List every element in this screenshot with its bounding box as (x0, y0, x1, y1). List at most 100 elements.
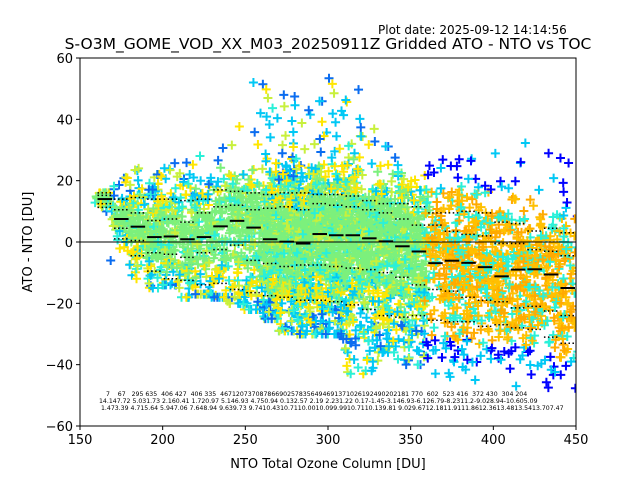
scatter-point (125, 180, 135, 190)
scatter-point (156, 171, 166, 181)
scatter-point (549, 173, 559, 183)
scatter-point (137, 184, 147, 194)
scatter-point (299, 196, 309, 206)
scatter-point (341, 95, 351, 105)
scatter-point (466, 156, 476, 166)
scatter-point (252, 290, 262, 300)
scatter-point (277, 148, 287, 158)
scatter-point (310, 139, 320, 149)
scatter-point (213, 177, 223, 187)
scatter-point (470, 375, 480, 385)
scatter-point (283, 291, 293, 301)
scatter-point (263, 269, 273, 279)
scatter-point (109, 181, 119, 191)
scatter-point (167, 205, 177, 215)
scatter-point (436, 163, 446, 173)
scatter-point (146, 189, 156, 199)
scatter-point (142, 225, 152, 235)
scatter-point (369, 124, 379, 134)
scatter-point (291, 279, 301, 289)
scatter-point (122, 173, 132, 183)
scatter-point (355, 114, 365, 124)
scatter-point (204, 179, 214, 189)
scatter-point (275, 231, 285, 241)
scatter-point (164, 230, 174, 240)
scatter-point (291, 154, 301, 164)
scatter-point (268, 290, 278, 300)
scatter-point (356, 308, 366, 318)
scatter-point (127, 230, 137, 240)
scatter-point (349, 355, 359, 365)
scatter-point (258, 79, 268, 89)
scatter-point (278, 140, 288, 150)
scatter-point (275, 308, 285, 318)
scatter-point (289, 305, 299, 315)
scatter-point (268, 103, 278, 113)
scatter-point (216, 163, 226, 173)
scatter-point (196, 279, 206, 289)
scatter-point (388, 169, 398, 179)
scatter-point (285, 256, 295, 266)
scatter-point (220, 181, 230, 191)
scatter-point (193, 259, 203, 269)
scatter-point (206, 215, 216, 225)
scatter-point (276, 319, 286, 329)
scatter-point (216, 207, 226, 217)
scatter-point (179, 177, 189, 187)
scatter-point (300, 220, 310, 230)
scatter-point (151, 226, 161, 236)
scatter-point (232, 267, 242, 277)
scatter-point (158, 224, 168, 234)
scatter-point (424, 161, 434, 171)
scatter-point (294, 183, 304, 193)
scatter-point (337, 106, 347, 116)
scatter-point (279, 263, 289, 273)
scatter-point (268, 274, 278, 284)
scatter-point (235, 231, 245, 241)
scatter-point (233, 239, 243, 249)
scatter-point (261, 185, 271, 195)
scatter-point (112, 231, 122, 241)
scatter-point (315, 96, 325, 106)
scatter-point (290, 212, 300, 222)
scatter-point (267, 314, 277, 324)
scatter-point (100, 189, 110, 199)
scatter-point (144, 245, 154, 255)
scatter-point (234, 257, 244, 267)
scatter-point (204, 258, 214, 268)
scatter-point (181, 292, 191, 302)
scatter-point (171, 183, 181, 193)
scatter-point (304, 105, 314, 115)
scatter-point (153, 249, 163, 259)
scatter-point (130, 165, 140, 175)
scatter-point (245, 286, 255, 296)
scatter-point (490, 148, 500, 158)
scatter-point (144, 278, 154, 288)
scatter-point (274, 310, 284, 320)
scatter-point (171, 238, 181, 248)
scatter-point (175, 270, 185, 280)
scatter-point (297, 118, 307, 128)
scatter-point (220, 251, 230, 261)
scatter-point (240, 218, 250, 228)
scatter-point (180, 219, 190, 229)
scatter-point (534, 185, 544, 195)
scatter-point (362, 355, 372, 365)
scatter-point (472, 190, 482, 200)
scatter-point (283, 182, 293, 192)
scatter-point (272, 113, 282, 123)
scatter-point (197, 225, 207, 235)
scatter-point (290, 173, 300, 183)
scatter-point (300, 265, 310, 275)
scatter-point (162, 217, 172, 227)
scatter-point (181, 227, 191, 237)
scatter-point (525, 360, 535, 370)
scatter-point (383, 160, 393, 170)
scatter-point (297, 201, 307, 211)
scatter-point (519, 206, 529, 216)
scatter-point (198, 211, 208, 221)
plot-date: Plot date: 2025-09-12 14:14:56 (378, 23, 567, 37)
scatter-point (246, 197, 256, 207)
scatter-point (297, 322, 307, 332)
